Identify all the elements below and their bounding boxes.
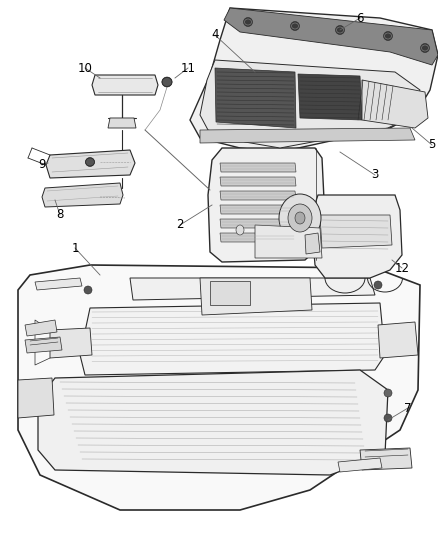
Polygon shape	[220, 233, 296, 242]
Polygon shape	[25, 320, 57, 336]
Polygon shape	[200, 128, 415, 143]
Ellipse shape	[261, 240, 269, 250]
Circle shape	[384, 31, 392, 41]
Circle shape	[420, 44, 430, 52]
Polygon shape	[305, 233, 320, 254]
Polygon shape	[338, 458, 382, 472]
Polygon shape	[362, 80, 428, 128]
Ellipse shape	[288, 204, 312, 232]
Text: 3: 3	[371, 168, 379, 182]
Polygon shape	[224, 8, 438, 65]
Circle shape	[84, 286, 92, 294]
Ellipse shape	[279, 194, 321, 242]
Polygon shape	[190, 8, 438, 152]
Polygon shape	[320, 215, 392, 248]
Polygon shape	[18, 265, 420, 510]
Polygon shape	[220, 205, 296, 214]
Circle shape	[384, 389, 392, 397]
Text: 11: 11	[180, 61, 195, 75]
Text: 9: 9	[38, 158, 46, 172]
Polygon shape	[50, 328, 92, 358]
Ellipse shape	[236, 225, 244, 235]
Text: 1: 1	[71, 241, 79, 254]
Circle shape	[244, 18, 252, 27]
Polygon shape	[312, 195, 402, 278]
Polygon shape	[35, 278, 82, 290]
Text: 6: 6	[356, 12, 364, 25]
Polygon shape	[378, 322, 418, 358]
Polygon shape	[46, 150, 135, 178]
Polygon shape	[220, 191, 296, 200]
Polygon shape	[92, 75, 158, 95]
Polygon shape	[200, 278, 312, 315]
Circle shape	[374, 281, 382, 289]
Polygon shape	[220, 219, 296, 228]
Polygon shape	[255, 225, 322, 258]
Polygon shape	[220, 163, 296, 172]
Text: 10: 10	[78, 61, 92, 75]
Circle shape	[384, 414, 392, 422]
Polygon shape	[38, 370, 388, 475]
Polygon shape	[80, 303, 385, 375]
Text: 5: 5	[428, 139, 436, 151]
Polygon shape	[130, 278, 375, 300]
Polygon shape	[360, 448, 412, 470]
Circle shape	[162, 77, 172, 87]
Circle shape	[290, 21, 300, 30]
Polygon shape	[18, 378, 54, 418]
Text: 8: 8	[57, 208, 64, 222]
Polygon shape	[200, 60, 420, 148]
Polygon shape	[25, 337, 62, 353]
Text: 4: 4	[211, 28, 219, 42]
Polygon shape	[108, 118, 136, 128]
Text: 12: 12	[395, 262, 410, 274]
Text: 7: 7	[404, 401, 412, 415]
Polygon shape	[42, 183, 123, 207]
Text: 2: 2	[176, 219, 184, 231]
Circle shape	[336, 26, 345, 35]
Polygon shape	[210, 281, 250, 305]
Circle shape	[85, 157, 95, 166]
Ellipse shape	[295, 212, 305, 224]
Ellipse shape	[286, 245, 294, 255]
Polygon shape	[220, 177, 296, 186]
Polygon shape	[298, 74, 362, 120]
Polygon shape	[208, 148, 325, 262]
Polygon shape	[215, 68, 296, 128]
